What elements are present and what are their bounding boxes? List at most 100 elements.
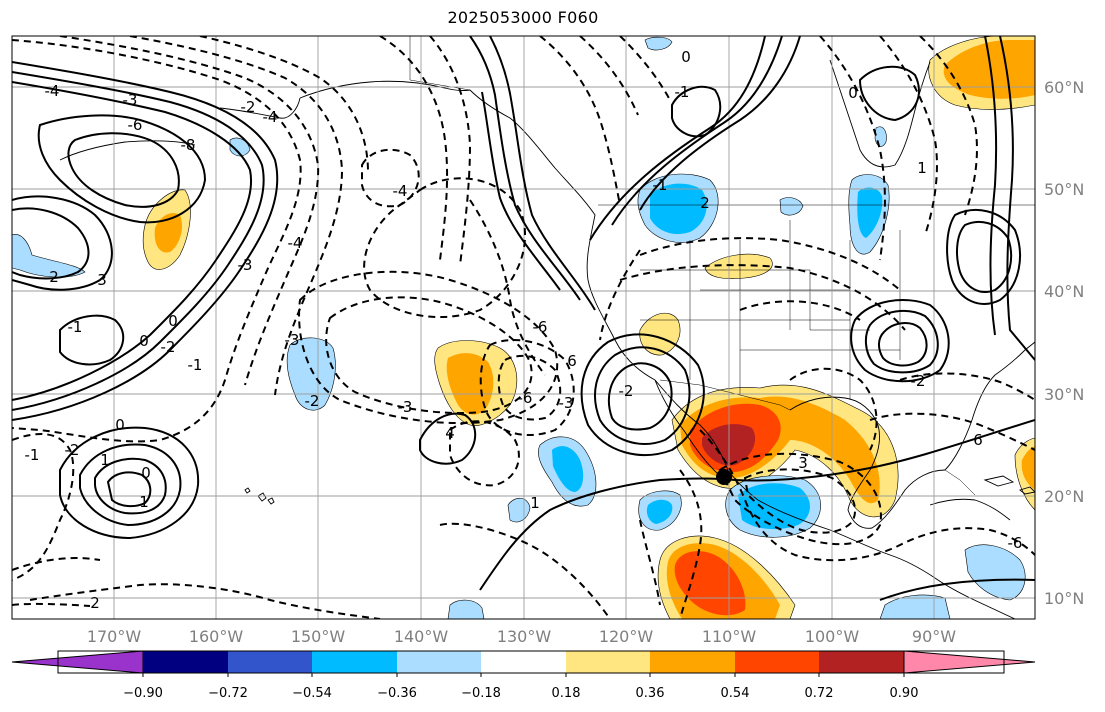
lon-tick-label: 110°W [702,627,757,646]
contour-label: -4 [288,234,303,252]
contour-label: -1 [188,356,203,374]
contour-label: -3 [559,394,574,412]
colorbar-cell [819,651,904,673]
colorbar-frame [57,650,1005,674]
contour-label: 0 [139,332,149,350]
lat-tick-label: 40°N [1044,282,1084,301]
longitude-labels: 170°W 160°W 150°W 140°W 130°W 120°W 110°W 100°W… [87,627,956,646]
coastline [929,498,1011,521]
anomaly-region [12,234,86,278]
contour-label: 0 [141,464,151,482]
contour-label: -1 [653,176,668,194]
contour-label: -6 [518,389,533,407]
lon-tick-label: 140°W [394,627,449,646]
contour-line [29,583,381,619]
lon-tick-label: 170°W [87,627,142,646]
contour-line [899,372,1035,401]
contour-line [379,36,449,261]
colorbar-label: −0.72 [208,686,248,701]
anomaly-region [154,213,182,253]
border [944,469,976,496]
contour-line [878,322,928,367]
coastline [299,80,471,99]
contour-label: -3 [285,331,300,349]
lon-tick-label: 160°W [189,627,244,646]
contour-line [919,36,978,216]
lat-tick-label: 10°N [1044,589,1084,608]
colorbar-label: 0.36 [636,686,665,701]
contour-label: -6 [1008,534,1023,552]
contour-line [469,199,546,376]
coastline [654,379,719,475]
coastline [59,140,196,161]
anomaly-region [639,312,681,356]
contour-line [363,177,526,319]
contour-line [956,220,1013,293]
contour-label: -2 [241,98,256,116]
solid-contours [12,36,1035,601]
contour-line [699,429,1035,562]
contour-label: -4 [45,82,60,100]
lat-tick-label: 20°N [1044,487,1084,506]
contour-line [79,443,182,527]
contour-line [12,433,75,581]
contour-line [419,412,477,465]
contour-label: 1 [139,493,149,511]
contour-label: -2 [911,372,926,390]
contour-line [858,65,920,122]
colorbar-cell [566,651,650,673]
contour-line [946,209,1021,305]
contour-line [879,578,1035,601]
anomaly-region [644,36,673,51]
lat-tick-label: 50°N [1044,180,1084,199]
colorbar-label: −0.90 [123,686,163,701]
colorbar-cell [481,651,566,673]
anomaly-region [650,183,707,235]
contour-label: 2 [90,594,100,612]
lat-tick-label: 30°N [1044,385,1084,404]
contour-line [67,132,180,208]
graticule [12,36,1035,619]
contour-line [599,249,641,341]
contour-line [607,362,673,431]
contour-label: -1 [675,83,690,101]
map-title: 2025053000 F060 [447,8,599,27]
contour-label: 2 [49,268,59,286]
colorbar-cell [228,651,312,673]
contour-label: 0 [681,48,691,66]
contour-line [580,333,705,457]
colorbar-extend-max [903,650,1036,674]
contour-line [619,264,906,331]
contour-line [679,469,703,619]
anomaly-region [1021,446,1035,490]
colorbar-cell [312,651,397,673]
contour-label: 1 [100,451,110,469]
contour-line [864,310,939,374]
contour-label: 2 [700,194,710,212]
coastline [983,475,1015,487]
contour-label: -1 [68,318,83,336]
colorbar-cell [143,651,228,673]
contour-line [850,299,950,383]
contour-line [611,36,783,226]
contour-line [199,36,369,173]
contour-label: 6 [567,352,577,370]
contour-line [59,426,200,540]
lon-tick-label: 130°W [497,627,552,646]
contour-line [481,91,561,291]
contour-line [59,314,125,366]
contour-line [819,36,886,261]
storm-center-marker [716,469,732,485]
contour-line [497,354,562,421]
anomaly-region [229,137,251,157]
contour-label: -3 [238,256,253,274]
contour-line [869,412,1035,451]
coastline [257,492,267,502]
contour-line [589,36,766,241]
colorbar-label: 0.90 [890,686,919,701]
lat-tick-label: 60°N [1044,78,1084,97]
colorbar-cell [650,651,735,673]
colorbar-cell [397,651,481,673]
